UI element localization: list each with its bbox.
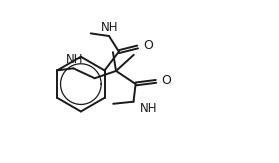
Text: NH: NH [101,21,118,34]
Text: NH: NH [140,103,158,116]
Text: O: O [143,39,153,52]
Text: NH: NH [66,53,83,67]
Text: O: O [162,74,172,87]
